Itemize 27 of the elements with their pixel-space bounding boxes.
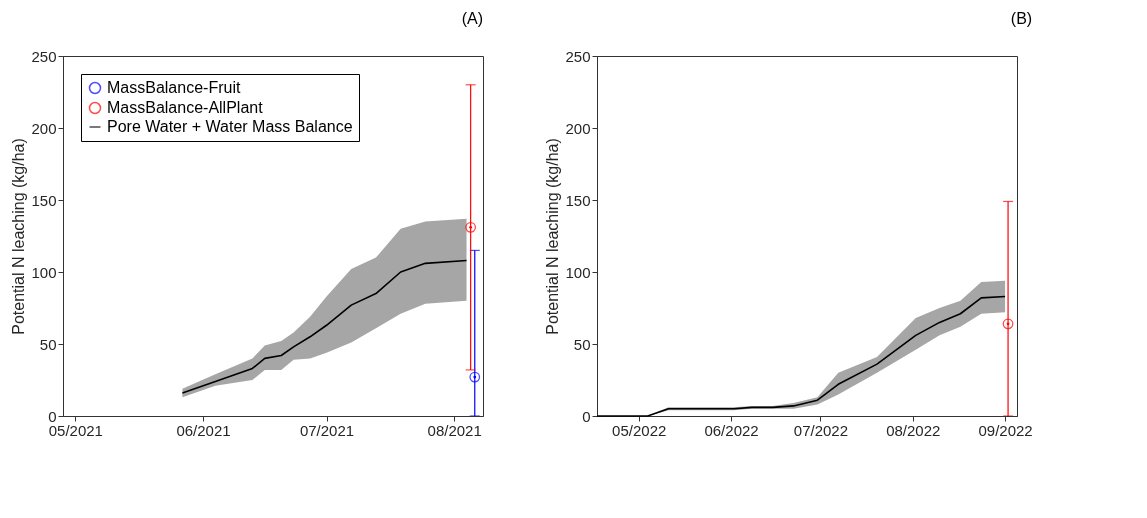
- x-tick-label: 06/2022: [704, 421, 759, 439]
- chart-title: (A): [461, 10, 483, 27]
- legend-label: Pore Water + Water Mass Balance: [107, 118, 353, 135]
- y-tick-label: 50: [39, 335, 57, 353]
- legend-label: MassBalance-Fruit: [107, 79, 241, 96]
- y-tick-label: 100: [565, 263, 591, 281]
- y-tick-label: 250: [565, 47, 591, 65]
- y-tick-label: 0: [582, 407, 591, 425]
- line-series: [181, 259, 468, 394]
- x-tick-label: 05/2022: [612, 421, 667, 439]
- chart-title: (B): [1010, 10, 1033, 27]
- x-tick-label: 09/2022: [978, 421, 1033, 439]
- x-tick-label: 07/2022: [793, 421, 849, 439]
- x-tick-label: 06/2021: [176, 421, 231, 439]
- x-tick-label: 08/2022: [886, 421, 941, 439]
- y-tick-label: 50: [573, 335, 591, 353]
- y-tick-label: 150: [31, 191, 57, 209]
- y-tick-label: 150: [565, 191, 591, 209]
- y-tick-label: 100: [31, 263, 57, 281]
- y-axis-title: Potential N leaching (kg/ha): [544, 138, 562, 335]
- x-tick-label: 07/2021: [299, 421, 355, 439]
- y-tick-label: 200: [565, 119, 591, 137]
- y-tick-label: 200: [31, 119, 57, 137]
- legend-label: MassBalance-AllPlant: [107, 99, 264, 116]
- y-tick-label: 250: [31, 47, 57, 65]
- y-axis-title: Potential N leaching (kg/ha): [10, 138, 28, 335]
- x-tick-label: 08/2021: [427, 421, 482, 439]
